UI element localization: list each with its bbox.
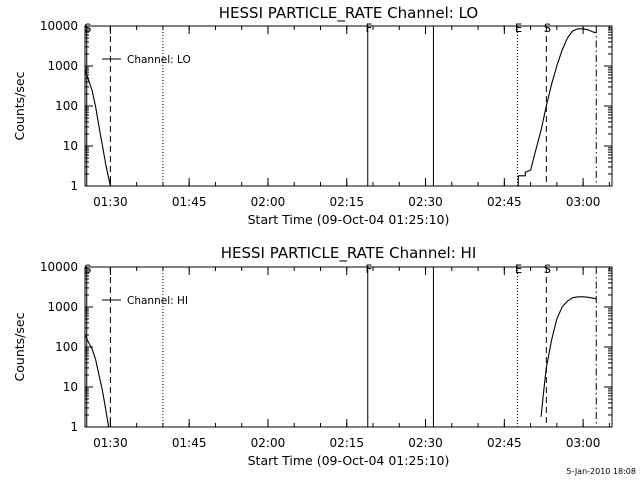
series-line [517,28,597,186]
y-tick-label: 1000 [47,59,78,73]
event-marker-label: E [515,262,522,276]
event-marker-label: S [544,21,551,35]
y-tick-label: 10 [63,380,78,394]
y-tick-label: 1 [70,179,78,193]
x-axis-label: Start Time (09-Oct-04 01:25:10) [248,453,450,468]
x-tick-label: 02:00 [251,195,286,209]
x-tick-label: 02:15 [329,436,364,450]
series-line [84,69,111,187]
event-marker-label: S [84,21,91,35]
x-tick-label: 02:30 [408,195,443,209]
y-axis-label: Counts/sec [12,312,27,381]
chart-title: HESSI PARTICLE_RATE Channel: HI [221,244,477,263]
x-tick-label: 02:00 [251,436,286,450]
chart-title: HESSI PARTICLE_RATE Channel: LO [219,4,478,23]
x-tick-label: 02:45 [487,436,522,450]
y-tick-label: 1 [70,420,78,434]
y-axis-label: Counts/sec [12,71,27,140]
x-axis-label: Start Time (09-Oct-04 01:25:10) [248,212,450,227]
event-marker-label: E [515,21,522,35]
y-tick-label: 10000 [40,260,78,274]
event-marker-label: F [365,262,372,276]
x-tick-label: 03:00 [566,195,601,209]
legend-label: Channel: HI [127,295,188,307]
x-tick-label: 01:30 [93,436,128,450]
chart-panel-hi: HESSI PARTICLE_RATE Channel: HI 1 10 100 100… [12,244,613,468]
y-tick-label: 1000 [47,300,78,314]
y-tick-label: 10000 [40,19,78,33]
series-line [84,334,110,428]
y-tick-label: 10 [63,139,78,153]
series-line [540,296,597,417]
y-tick-label: 100 [55,99,78,113]
y-tick-label: 100 [55,340,78,354]
event-marker-label: S [84,262,91,276]
x-tick-label: 03:00 [566,436,601,450]
chart-panel-lo: HESSI PARTICLE_RATE Channel: LO 1 10 100 100… [12,4,613,227]
plot-frame [84,266,613,428]
x-tick-label: 02:45 [487,195,522,209]
event-marker-label: F [365,21,372,35]
event-marker-label: S [544,262,551,276]
x-tick-label: 02:15 [329,195,364,209]
x-tick-label: 01:30 [93,195,128,209]
x-tick-label: 02:30 [408,436,443,450]
generation-timestamp: 5-Jan-2010 18:08 [566,467,636,476]
legend-label: Channel: LO [127,54,191,66]
x-tick-label: 01:45 [172,436,207,450]
x-tick-label: 01:45 [172,195,207,209]
